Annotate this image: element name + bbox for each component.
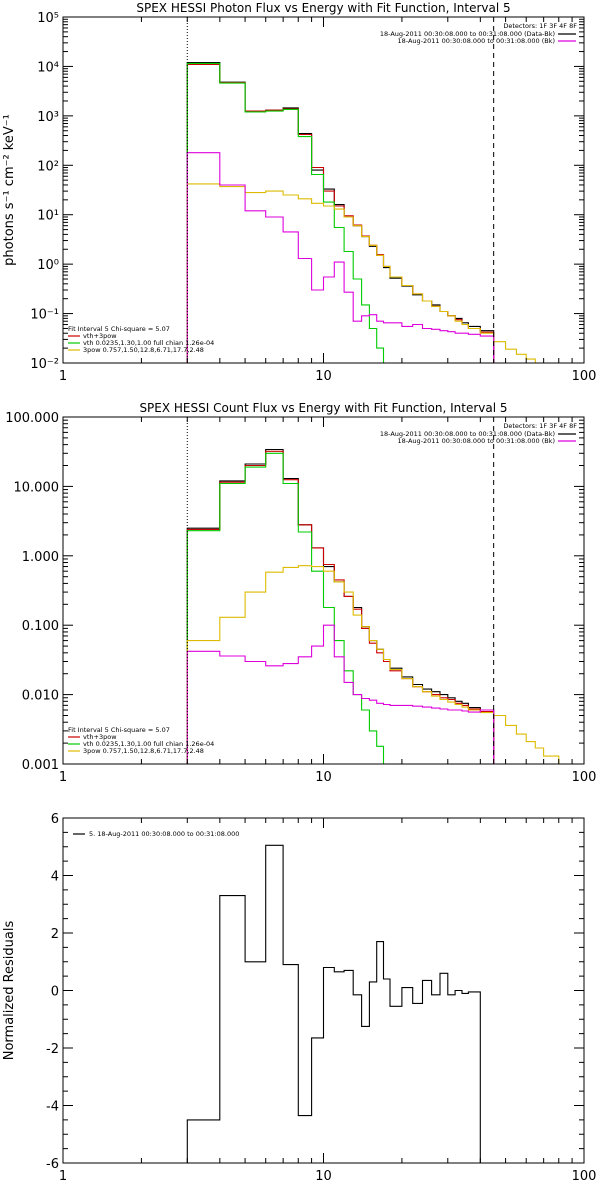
x-tick-label: 100 <box>572 770 597 785</box>
legend-right-entry-label: 18-Aug-2011 00:30:08.000 to 00:31:08.000… <box>380 430 555 438</box>
panel-1: SPEX HESSI Photon Flux vs Energy with Fi… <box>2 1 596 384</box>
y-axis-label: Normalized Residuals <box>2 921 17 1061</box>
y-tick-label: 10⁴ <box>37 60 59 75</box>
legend-right-entry-label: 18-Aug-2011 00:30:08.000 to 00:31:08.000… <box>398 437 555 445</box>
chart-title: SPEX HESSI Photon Flux vs Energy with Fi… <box>136 1 510 15</box>
panel-2: SPEX HESSI Count Flux vs Energy with Fit… <box>5 401 596 785</box>
y-tick-label: 0.010 <box>22 689 59 704</box>
y-tick-label: -6 <box>46 1157 59 1172</box>
x-tick-label: 1 <box>59 1169 67 1184</box>
y-tick-label: 0 <box>51 985 59 1000</box>
legend-fit-title: Fit Interval 5 Chi-square = 5.07 <box>68 325 170 333</box>
y-tick-label: 10¹ <box>37 209 59 224</box>
x-tick-label: 10 <box>315 369 332 384</box>
x-tick-label: 100 <box>572 1169 597 1184</box>
x-tick-label: 1 <box>59 770 67 785</box>
chart-title: SPEX HESSI Count Flux vs Energy with Fit… <box>139 401 507 415</box>
legend-left-entry-label: vth+3pow <box>83 733 117 741</box>
legend-left-entry-label: 3pow 0.757,1.50,12.8,6.71,17.7,2.48 <box>83 346 204 354</box>
y-tick-label: -4 <box>46 1100 59 1115</box>
legend-right-entry-label: 18-Aug-2011 00:30:08.000 to 00:31:08.000… <box>398 37 555 45</box>
y-tick-label: 6 <box>51 812 59 827</box>
y-tick-label: 1.000 <box>22 550 59 565</box>
series-line-yellow <box>186 565 573 765</box>
series-line-magenta <box>186 624 495 764</box>
y-tick-label: -2 <box>46 1042 59 1057</box>
y-tick-label: 0.100 <box>22 619 59 634</box>
x-tick-label: 1 <box>59 369 67 384</box>
series-line-residuals <box>186 844 494 1164</box>
y-tick-label: 4 <box>51 870 59 885</box>
y-tick-label: 0.001 <box>22 758 59 773</box>
legend-fit-title: Fit Interval 5 Chi-square = 5.07 <box>68 726 170 734</box>
y-tick-label: 10⁰ <box>37 258 59 273</box>
y-tick-label: 10² <box>37 159 59 174</box>
x-tick-label: 10 <box>315 770 332 785</box>
legend-left-entry-label: vth 0.0235,1.30,1.00 full chian 1.26e-04 <box>83 740 214 748</box>
legend-residual-label: 5. 18-Aug-2011 00:30:08.000 to 00:31:08.… <box>89 830 239 838</box>
legend-left-entry-label: 3pow 0.757,1.50,12.8,6.71,17.7,2.48 <box>83 747 204 755</box>
y-tick-label: 100.000 <box>5 411 59 426</box>
y-tick-label: 10.000 <box>14 480 60 495</box>
legend-detectors-title: Detectors: 1F 3F 4F 8F <box>503 22 577 30</box>
legend-detectors-title: Detectors: 1F 3F 4F 8F <box>503 422 577 430</box>
series-line-green <box>186 62 390 364</box>
y-tick-label: 10⁻¹ <box>30 308 59 323</box>
legend-left-entry-label: vth+3pow <box>83 332 117 340</box>
legend-left-entry-label: vth 0.0235,1.30,1.00 full chian 1.26e-04 <box>83 339 214 347</box>
y-tick-label: 10⁻² <box>30 357 59 372</box>
x-tick-label: 100 <box>572 369 597 384</box>
y-tick-label: 10³ <box>37 110 59 125</box>
legend-right-entry-label: 18-Aug-2011 00:30:08.000 to 00:31:08.000… <box>380 30 555 38</box>
y-tick-label: 10⁵ <box>37 11 59 26</box>
series-line-yellow <box>186 183 544 364</box>
panel-3: Normalized Residuals 1 10 100 -6 -4 -2 0 2 4 6 5. 1… <box>2 812 596 1184</box>
series-line-green <box>186 452 390 765</box>
y-axis-label: photons s⁻¹ cm⁻² keV⁻¹ <box>2 114 17 266</box>
y-tick-label: 2 <box>51 927 59 942</box>
x-tick-label: 10 <box>315 1169 332 1184</box>
series-line-magenta <box>186 152 495 363</box>
